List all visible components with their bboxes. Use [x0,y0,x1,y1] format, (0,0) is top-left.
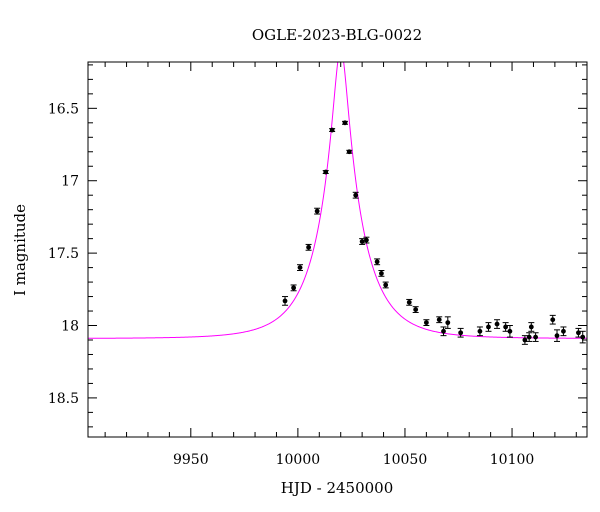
y-tick-label: 17 [61,174,79,190]
chart-title: OGLE-2023-BLG-0022 [252,26,422,44]
data-point [436,317,442,323]
axis-tick-labels: 9950 10000 10050 10100 16.5 17 17.5 18 18.5 [48,101,534,468]
data-point [576,330,581,336]
data-point [445,320,451,326]
data-point [306,244,311,250]
data-point [561,328,566,334]
data-point [314,208,320,214]
data-point [486,324,491,330]
data-point [522,337,528,343]
plot-frame [87,61,588,438]
data-point [533,334,539,340]
data-point [346,149,352,155]
data-point [353,192,359,198]
data-point [503,324,509,330]
x-tick-label: 10100 [490,452,535,468]
data-point [359,239,365,244]
model-curve [88,62,587,339]
data-point [282,298,288,304]
x-axis-label: HJD - 2450000 [281,479,394,497]
data-point [554,333,560,339]
data-point [507,328,513,334]
data-point [297,265,303,270]
data-point [458,330,464,336]
data-point [291,285,296,291]
y-tick-label: 17.5 [48,246,79,262]
x-tick-label: 10050 [383,452,428,468]
data-point [413,307,419,312]
y-tick-label: 18 [61,319,79,335]
data-point [379,270,384,276]
y-tick-label: 18.5 [48,391,79,407]
data-point [550,317,556,323]
y-tick-label: 16.5 [48,101,79,117]
data-point [477,328,483,334]
x-tick-label: 10000 [276,452,321,468]
data-points [282,120,586,345]
data-point [323,169,329,175]
data-point [383,282,389,288]
data-point [364,237,369,243]
data-point [528,324,534,330]
data-point [580,334,586,340]
data-point [441,328,446,334]
data-point [423,320,429,326]
data-point [406,299,412,305]
data-point [374,259,380,265]
data-point [526,334,532,340]
x-tick-label: 9950 [173,452,209,468]
data-point [342,120,348,126]
data-point [329,127,335,133]
y-axis-label: I magnitude [11,204,29,296]
data-point [494,321,500,327]
axis-ticks [88,62,587,437]
